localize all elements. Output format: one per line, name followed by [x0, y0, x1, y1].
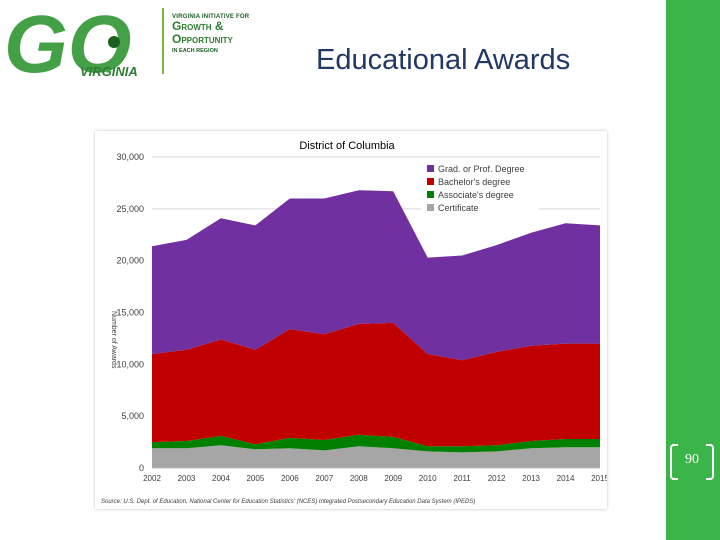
chart-source-note: Source: U.S. Dept. of Education, Nationa… [101, 499, 475, 505]
legend-label: Certificate [438, 203, 479, 213]
x-tick-label: 2012 [488, 474, 506, 483]
legend-swatch [427, 165, 434, 172]
stacked-area-chart: 0 5,000 10,000 15,000 20,000 25,000 30,000 2002… [101, 140, 609, 505]
y-tick-label: 15,000 [116, 308, 144, 318]
side-accent-bar [666, 0, 720, 540]
y-tick-label: 5,000 [121, 411, 144, 421]
chart-container: 0 5,000 10,000 15,000 20,000 25,000 30,000 2002… [95, 131, 609, 509]
legend-swatch [427, 178, 434, 185]
y-tick-label: 10,000 [116, 359, 144, 369]
slide-title: Educational Awards [316, 44, 571, 76]
legend-label: Bachelor's degree [438, 177, 510, 187]
x-tick-label: 2013 [522, 474, 540, 483]
x-tick-label: 2005 [246, 474, 264, 483]
y-axis-label: Number of Awards [110, 311, 117, 369]
page-bracket-left [670, 444, 678, 480]
logo-divider [162, 8, 164, 74]
x-tick-label: 2006 [281, 474, 299, 483]
logo-tagline: VIRGINIA INITIATIVE FOR Growth & Opportu… [172, 14, 272, 54]
x-tick-label: 2014 [557, 474, 575, 483]
logo-virginia-text: VIRGINIA [80, 64, 138, 79]
x-tick-label: 2004 [212, 474, 230, 483]
page-number: 90 [685, 452, 699, 467]
page-bracket-right [706, 444, 714, 480]
x-tick-label: 2007 [315, 474, 333, 483]
x-tick-label: 2011 [454, 474, 472, 483]
x-tick-label: 2003 [178, 474, 196, 483]
area-grad-or-prof-degree [152, 190, 600, 361]
x-tick-label: 2002 [143, 474, 161, 483]
area-associate-s-degree [152, 434, 600, 453]
logo-opportunity-line: Opportunity [172, 32, 233, 46]
y-tick-label: 20,000 [116, 256, 144, 266]
legend-box [421, 161, 539, 216]
area-certificate [152, 445, 600, 468]
logo-initiative-line: VIRGINIA INITIATIVE FOR [172, 14, 250, 20]
logo-growth-line: Growth & [172, 19, 224, 33]
x-tick-label: 2008 [350, 474, 368, 483]
chart-title: District of Columbia [299, 140, 395, 152]
legend-label: Associate's degree [438, 190, 514, 200]
y-tick-label: 0 [139, 463, 144, 473]
x-tick-label: 2015 [591, 474, 607, 483]
logo-region-line: IN EACH REGION [172, 48, 218, 54]
go-virginia-logo: GO VIRGINIA VIRGINIA INITIATIVE FOR Grow… [4, 2, 254, 82]
page-number-badge: 90 [670, 444, 714, 480]
legend-swatch [427, 204, 434, 211]
area-bachelor-s-degree [152, 322, 600, 447]
legend-swatch [427, 191, 434, 198]
x-tick-label: 2010 [419, 474, 437, 483]
legend-label: Grad. or Prof. Degree [438, 164, 525, 174]
go-logo-mark: GO [4, 2, 132, 82]
x-tick-label: 2009 [384, 474, 402, 483]
y-tick-label: 30,000 [116, 152, 144, 162]
y-tick-label: 25,000 [116, 204, 144, 214]
